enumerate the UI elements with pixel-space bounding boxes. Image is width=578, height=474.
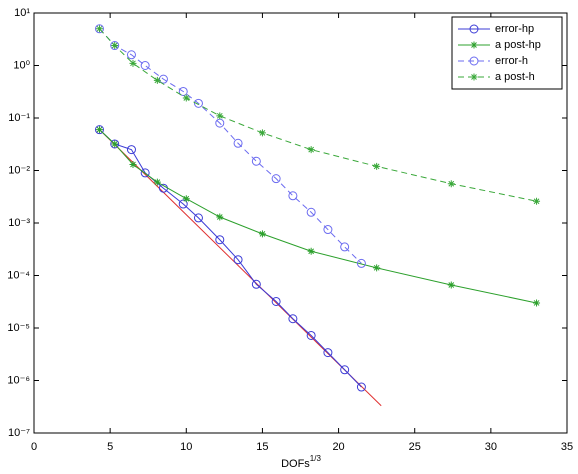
marker (470, 41, 478, 49)
legend-label: a post-hp (495, 39, 541, 51)
marker (94, 125, 104, 135)
y-tick-label: 10⁻⁷ (8, 427, 30, 439)
legend-label: error-h (495, 55, 528, 67)
legend-label: a post-h (495, 71, 535, 83)
marker (158, 74, 168, 84)
x-axis-label: DOFs1/3 (281, 454, 321, 470)
marker (306, 330, 316, 340)
marker (251, 279, 261, 289)
marker (340, 242, 350, 252)
y-tick-label: 10⁻⁵ (7, 322, 30, 334)
marker (447, 180, 455, 188)
marker (470, 73, 478, 81)
marker (271, 174, 281, 184)
marker (182, 94, 190, 102)
marker (258, 129, 266, 137)
marker (307, 247, 315, 255)
legend-label: error-hp (495, 23, 534, 35)
marker (182, 195, 190, 203)
x-axis-label-exponent: 1/3 (310, 454, 322, 463)
marker (233, 138, 243, 148)
marker (533, 299, 541, 307)
marker (323, 225, 333, 235)
marker (129, 161, 137, 169)
x-tick-label: 25 (409, 441, 421, 453)
marker (140, 61, 150, 70)
marker (140, 168, 150, 178)
marker (110, 139, 120, 149)
marker (129, 59, 137, 67)
marker (251, 156, 261, 166)
marker (193, 213, 203, 223)
x-axis-label-base: DOFs (281, 458, 310, 470)
y-tick-label: 10⁻² (8, 164, 30, 176)
marker (126, 145, 136, 155)
marker (373, 162, 381, 170)
marker (178, 86, 188, 96)
marker (306, 207, 316, 217)
marker (216, 112, 224, 120)
marker (356, 382, 366, 392)
x-tick-label: 30 (485, 441, 497, 453)
marker (95, 25, 103, 33)
marker (271, 296, 281, 306)
x-tick-label: 5 (107, 441, 113, 453)
marker (111, 140, 119, 148)
y-tick-label: 10⁻³ (8, 217, 30, 229)
y-tick-label: 10⁰ (13, 59, 30, 71)
y-tick-label: 10⁻⁶ (7, 374, 30, 386)
marker (288, 314, 298, 324)
marker (95, 126, 103, 134)
marker (153, 178, 161, 186)
marker (216, 213, 224, 221)
marker (258, 230, 266, 238)
y-tick-label: 10⁻⁴ (7, 269, 30, 281)
marker (193, 98, 203, 108)
marker (307, 146, 315, 154)
marker (340, 365, 350, 375)
x-tick-label: 15 (256, 441, 268, 453)
series-line (99, 129, 362, 388)
x-tick-label: 35 (561, 441, 573, 453)
x-tick-label: 0 (31, 441, 37, 453)
marker (356, 258, 366, 268)
marker (469, 56, 479, 66)
x-tick-label: 10 (180, 441, 192, 453)
series-line (99, 28, 537, 202)
marker (233, 255, 243, 265)
marker (94, 24, 104, 34)
series-line (99, 28, 362, 264)
marker (533, 197, 541, 205)
marker (178, 199, 188, 209)
marker (110, 41, 120, 51)
marker (126, 50, 136, 60)
marker (153, 76, 161, 84)
marker (447, 281, 455, 289)
y-tick-label: 10⁻¹ (8, 112, 30, 124)
y-tick-label: 10¹ (14, 7, 30, 19)
marker (111, 42, 119, 50)
marker (288, 191, 298, 201)
marker (323, 348, 333, 358)
marker (215, 235, 225, 245)
x-tick-label: 20 (332, 441, 344, 453)
marker (373, 264, 381, 272)
marker (469, 24, 479, 34)
